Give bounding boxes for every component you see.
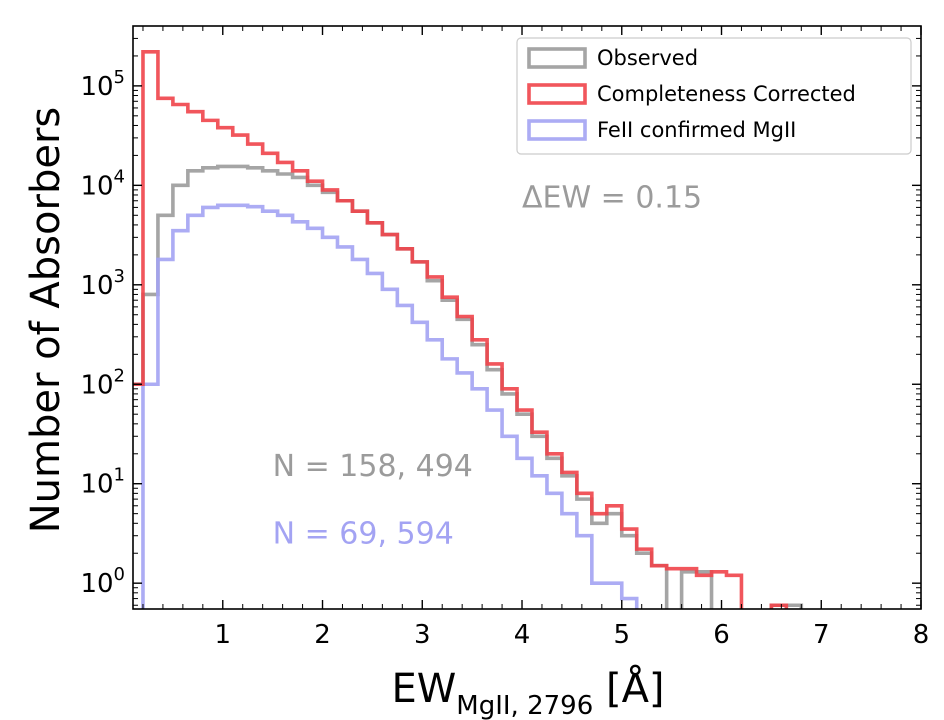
legend-swatch: [527, 47, 587, 69]
series-feii-confirmed-mgii: [141, 203, 639, 609]
y-axis-title: Number of Absorbers: [23, 107, 69, 533]
legend-label: Observed: [597, 46, 698, 70]
x-tick-label: 3: [414, 620, 431, 650]
legend: Observed Completeness Corrected FeII confi…: [516, 37, 912, 155]
series-layer: [133, 50, 804, 609]
annotations: ΔEW = 0.15 N = 158, 494 N = 69, 594: [273, 180, 703, 551]
y-tick-label: 105: [80, 67, 125, 102]
y-tick-label: 100: [80, 564, 125, 599]
annotation-text: N = 69, 594: [273, 517, 454, 552]
y-tick-label: 102: [80, 365, 125, 400]
x-tick-label: 4: [514, 620, 531, 650]
y-tick-label: 103: [80, 266, 125, 301]
plot-frame: [132, 25, 922, 610]
x-tick-label: 1: [214, 620, 231, 650]
x-tick-label: 7: [813, 620, 830, 650]
series-observed: [133, 164, 804, 609]
x-tick-label: 8: [913, 620, 930, 650]
annotation-text: N = 158, 494: [273, 449, 473, 484]
x-tick-label: 5: [613, 620, 630, 650]
legend-swatch: [527, 83, 587, 105]
y-tick-label: 104: [80, 166, 125, 201]
annotation-text: ΔEW = 0.15: [522, 180, 702, 215]
labels-layer: 1 2 3 4 5 6 7 8 100 101 102 103 104 105: [80, 67, 929, 650]
x-axis-title: EWMgII, 2796 [Å]: [391, 664, 664, 720]
legend-label: FeII confirmed MgII: [597, 118, 796, 142]
y-tick-label: 101: [80, 465, 125, 500]
x-tick-label: 2: [314, 620, 331, 650]
legend-label: Completeness Corrected: [597, 82, 856, 106]
x-tick-label: 6: [713, 620, 730, 650]
series-completeness-corrected: [133, 50, 789, 609]
legend-box: [516, 37, 912, 155]
legend-swatch: [527, 119, 587, 141]
ticks-layer: [133, 25, 922, 609]
